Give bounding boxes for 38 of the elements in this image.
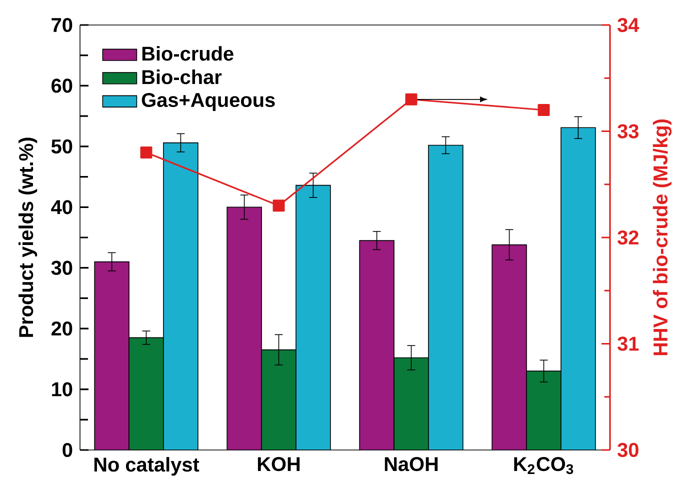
bar bbox=[492, 244, 527, 450]
bar bbox=[394, 358, 428, 450]
bar bbox=[360, 240, 394, 450]
y-tick-label: 20 bbox=[51, 322, 72, 336]
point bbox=[405, 93, 418, 106]
y-tick-label: 60 bbox=[52, 78, 72, 93]
bar bbox=[526, 370, 562, 450]
bar bbox=[262, 350, 296, 450]
y-axis-title: Product yields (wt.%) bbox=[18, 138, 38, 337]
y2-axis-title: HHV of bio-crude (MJ/kg) bbox=[652, 119, 672, 356]
x-tick-label: KOH bbox=[258, 457, 300, 472]
y-tick-label: 50 bbox=[51, 139, 72, 154]
x-tick-label: K$_{2}$CO$_{3}$ bbox=[514, 457, 574, 474]
bar bbox=[296, 185, 330, 450]
y2-tick-label: 32 bbox=[618, 230, 638, 245]
y2-tick-label: 34 bbox=[618, 18, 640, 32]
y2-tick-label: 33 bbox=[618, 124, 638, 138]
legend-label: Bio-char bbox=[142, 70, 222, 84]
bar bbox=[163, 142, 198, 450]
y-tick-label: 30 bbox=[51, 260, 72, 275]
bar bbox=[560, 127, 596, 450]
y-tick-label: 10 bbox=[52, 382, 72, 396]
x-tick-label: No catalyst bbox=[94, 457, 200, 476]
x-tick-label: NaOH bbox=[384, 457, 438, 472]
y2-tick-label: 31 bbox=[618, 336, 639, 351]
point bbox=[140, 146, 152, 158]
bar bbox=[94, 262, 130, 450]
legend-label: Gas+Aqueous bbox=[142, 92, 275, 111]
y-tick-label: 40 bbox=[51, 200, 72, 214]
point bbox=[272, 200, 285, 212]
bar bbox=[428, 145, 463, 450]
y2-tick-label: 30 bbox=[618, 442, 638, 458]
bar bbox=[227, 207, 262, 450]
bar bbox=[129, 338, 164, 450]
point bbox=[538, 104, 550, 116]
y-tick-label: 70 bbox=[52, 18, 72, 32]
legend-label: Bio-crude bbox=[142, 46, 234, 61]
y-tick-label: 0 bbox=[62, 442, 72, 458]
